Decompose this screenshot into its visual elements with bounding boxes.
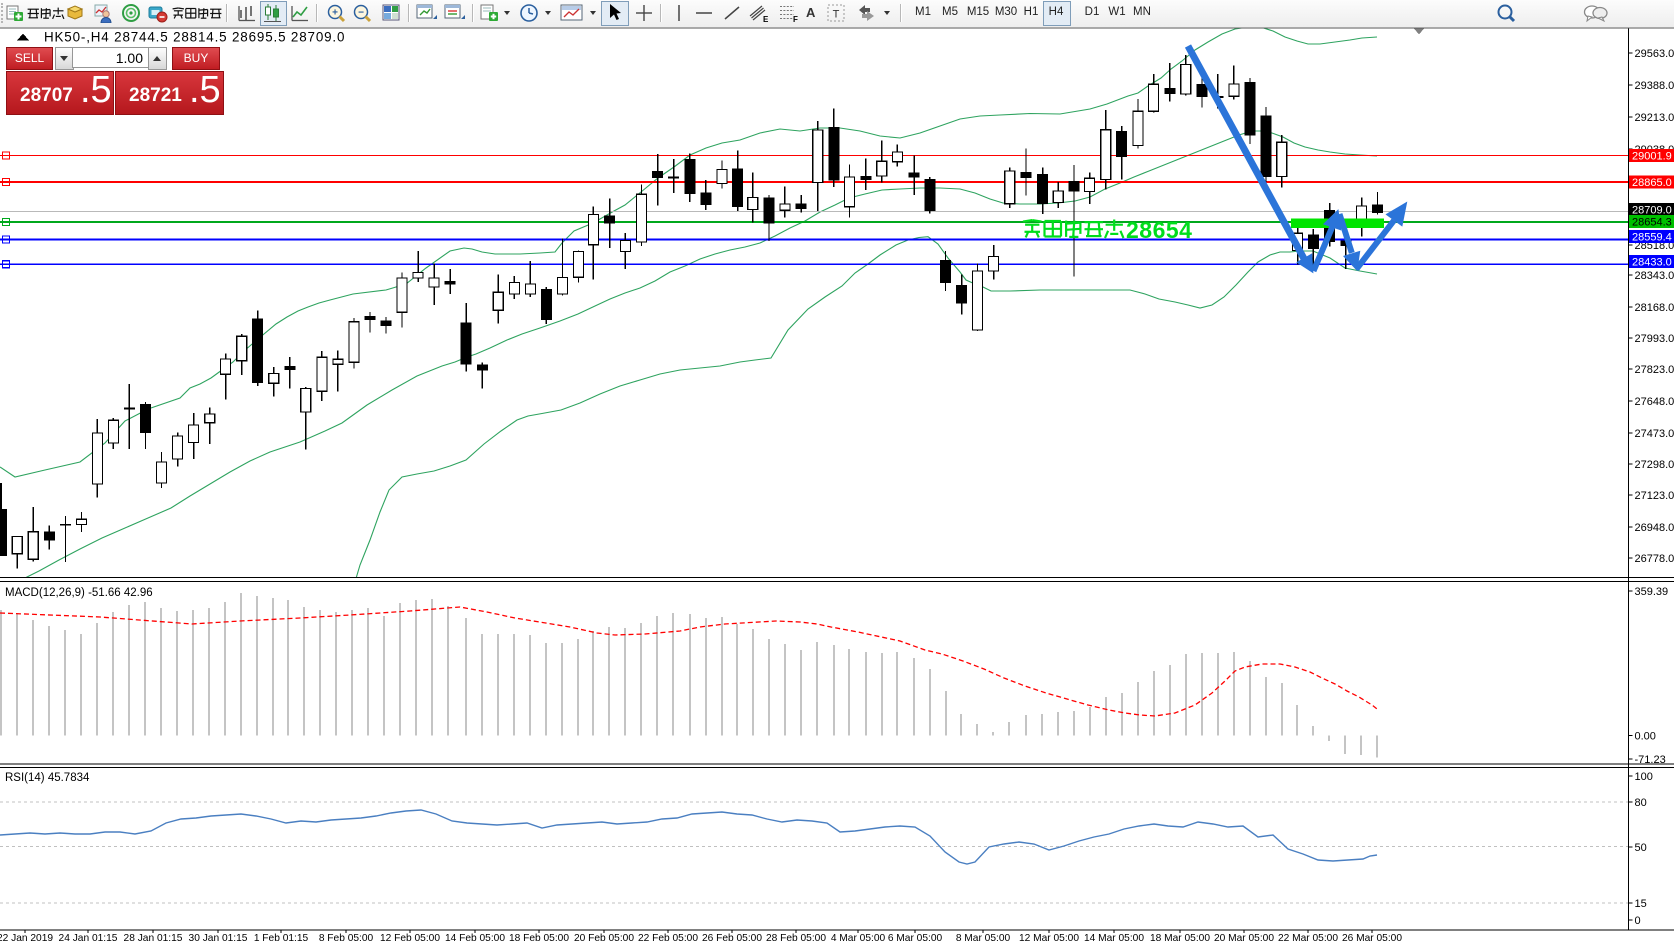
svg-text:1 Feb 01:15: 1 Feb 01:15 bbox=[254, 933, 309, 944]
svg-text:27473.0: 27473.0 bbox=[1635, 428, 1674, 440]
svg-text:28343.0: 28343.0 bbox=[1635, 270, 1674, 282]
svg-text:50: 50 bbox=[1635, 842, 1647, 854]
svg-text:+: + bbox=[332, 8, 338, 19]
svg-text:E: E bbox=[763, 15, 769, 23]
svg-text:28865.0: 28865.0 bbox=[1632, 177, 1672, 189]
svg-text:22 Feb 05:00: 22 Feb 05:00 bbox=[638, 933, 698, 944]
svg-text:27648.0: 27648.0 bbox=[1635, 396, 1674, 408]
svg-text:15: 15 bbox=[1635, 898, 1647, 910]
svg-text:28 Jan 01:15: 28 Jan 01:15 bbox=[124, 933, 183, 944]
svg-text:359.39: 359.39 bbox=[1635, 586, 1669, 598]
svg-text:24 Jan 01:15: 24 Jan 01:15 bbox=[59, 933, 118, 944]
svg-text:28433.0: 28433.0 bbox=[1632, 257, 1672, 269]
svg-text:28654: 28654 bbox=[1126, 217, 1192, 243]
svg-text:26 Mar 05:00: 26 Mar 05:00 bbox=[1342, 933, 1402, 944]
svg-text:HK50-,H4 28744.5 28814.5 2869: HK50-,H4 28744.5 28814.5 28695.5 28709.0 bbox=[44, 30, 345, 45]
svg-text:12 Mar 05:00: 12 Mar 05:00 bbox=[1019, 933, 1079, 944]
svg-text:0: 0 bbox=[1635, 915, 1641, 927]
svg-text:14 Mar 05:00: 14 Mar 05:00 bbox=[1084, 933, 1144, 944]
svg-text:26948.0: 26948.0 bbox=[1635, 522, 1674, 534]
svg-text:8 Feb 05:00: 8 Feb 05:00 bbox=[319, 933, 374, 944]
svg-text:22 Mar 05:00: 22 Mar 05:00 bbox=[1278, 933, 1338, 944]
svg-text:14 Feb 05:00: 14 Feb 05:00 bbox=[445, 933, 505, 944]
svg-text:18 Feb 05:00: 18 Feb 05:00 bbox=[509, 933, 569, 944]
svg-text:28168.0: 28168.0 bbox=[1635, 302, 1674, 314]
svg-text:20 Mar 05:00: 20 Mar 05:00 bbox=[1214, 933, 1274, 944]
svg-text:F: F bbox=[793, 15, 798, 23]
svg-text:28709.0: 28709.0 bbox=[1632, 205, 1672, 217]
svg-text:29213.0: 29213.0 bbox=[1635, 112, 1674, 124]
svg-text:12 Feb 05:00: 12 Feb 05:00 bbox=[380, 933, 440, 944]
svg-text:27993.0: 27993.0 bbox=[1635, 333, 1674, 345]
svg-text:18 Mar 05:00: 18 Mar 05:00 bbox=[1150, 933, 1210, 944]
svg-text:28559.4: 28559.4 bbox=[1632, 232, 1672, 244]
svg-text:22 Jan 2019: 22 Jan 2019 bbox=[0, 933, 53, 944]
svg-text:27298.0: 27298.0 bbox=[1635, 459, 1674, 471]
svg-text:6 Mar 05:00: 6 Mar 05:00 bbox=[888, 933, 943, 944]
svg-text:29388.0: 29388.0 bbox=[1635, 80, 1674, 92]
svg-text:MACD(12,26,9) -51.66 42.96: MACD(12,26,9) -51.66 42.96 bbox=[5, 587, 153, 599]
svg-text:30 Jan 01:15: 30 Jan 01:15 bbox=[189, 933, 248, 944]
svg-text:29563.0: 29563.0 bbox=[1635, 48, 1674, 60]
svg-text:28 Feb 05:00: 28 Feb 05:00 bbox=[766, 933, 826, 944]
svg-text:28654.3: 28654.3 bbox=[1632, 217, 1672, 229]
svg-text:RSI(14) 45.7834: RSI(14) 45.7834 bbox=[5, 772, 90, 784]
svg-text:26778.0: 26778.0 bbox=[1635, 553, 1674, 565]
svg-text:27823.0: 27823.0 bbox=[1635, 364, 1674, 376]
svg-text:−: − bbox=[358, 8, 364, 19]
svg-text:80: 80 bbox=[1635, 797, 1647, 809]
svg-text:-71.23: -71.23 bbox=[1635, 754, 1666, 766]
svg-text:8 Mar 05:00: 8 Mar 05:00 bbox=[956, 933, 1011, 944]
svg-text:T: T bbox=[833, 9, 840, 21]
svg-text:20 Feb 05:00: 20 Feb 05:00 bbox=[574, 933, 634, 944]
svg-text:29001.9: 29001.9 bbox=[1632, 151, 1672, 163]
svg-text:27123.0: 27123.0 bbox=[1635, 490, 1674, 502]
svg-text:100: 100 bbox=[1635, 771, 1653, 783]
svg-text:4 Mar 05:00: 4 Mar 05:00 bbox=[831, 933, 886, 944]
svg-text:26 Feb 05:00: 26 Feb 05:00 bbox=[702, 933, 762, 944]
svg-text:0.00: 0.00 bbox=[1635, 730, 1656, 742]
